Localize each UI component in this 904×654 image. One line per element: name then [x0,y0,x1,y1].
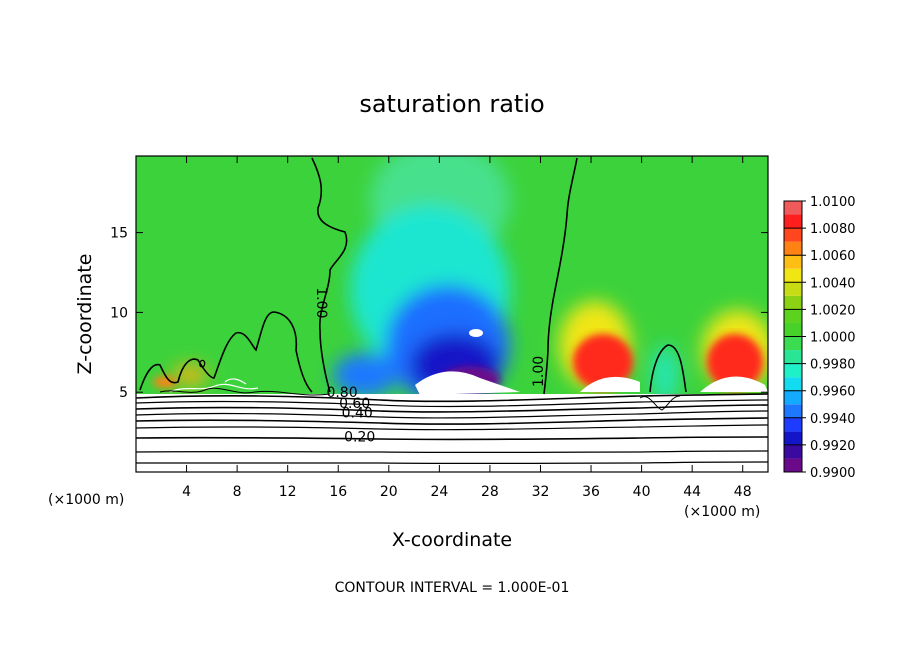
field-red-mid [573,334,633,390]
colorbar-swatch [784,322,802,337]
y-axis-label: Z-coordinate [74,254,96,375]
field-cyan-gap [651,345,679,405]
contour-0.5 [136,417,768,425]
x-tick-label: 40 [633,484,651,500]
contour-0.3 [136,436,768,441]
y-tick-label: 10 [110,305,128,321]
field-orange-left [172,365,208,385]
white-contour-2 [224,378,247,385]
contour-0.6 [136,410,768,419]
contour-label: 1.00 [313,287,329,318]
x-tick-label: 36 [582,484,600,500]
contour-lines-lower [136,393,768,465]
x-tick-label: 44 [683,484,701,500]
y-tick-label: 5 [119,385,128,401]
colorbar-swatch [784,309,802,323]
x-axis-label: X-coordinate [392,529,512,551]
x-tick-label: 8 [233,484,242,500]
colorbar-swatch [784,214,802,229]
colorbar-swatch [784,201,802,215]
colorbar-swatch [784,404,802,418]
contour-0.9 [136,393,768,403]
x-tick-label: 28 [481,484,499,500]
contour-0.4 [136,424,768,431]
colorbar-swatch [784,268,802,283]
field-white-mid [580,376,640,392]
near-surface-black-contours [159,387,681,411]
field-red-right [707,334,763,390]
black-contour-near-1 [159,387,331,396]
contour-1.00-cell [199,359,206,368]
x-axis-ticks: 4 8 12 16 20 24 28 32 36 40 44 48 [182,156,752,500]
contour-label: 1.00 [531,356,547,387]
colorbar-tick-label: 1.0000 [810,331,856,346]
contour-label: 0.60 [339,396,370,412]
colorbar-swatch [784,255,802,269]
colorbar-tick-label: 1.0040 [810,276,856,291]
contour-label: 0.40 [342,406,373,422]
colorbar-swatch [784,390,802,405]
colorbar-swatch [784,350,802,364]
x-tick-label: 48 [734,484,752,500]
x-tick-label: 12 [279,484,297,500]
contour-0.8 [136,399,768,408]
contour-label: 0.80 [326,385,357,401]
colorbar-swatch [784,336,802,351]
colorbar-tick-label: 0.9980 [810,358,856,373]
contour-1.00-left [311,157,348,393]
x-tick-label: 16 [329,484,347,500]
x-tick-label: 24 [430,484,448,500]
field-lower-layer [136,394,768,472]
contour-1.00-hill-40km [649,344,687,393]
x-tick-label: 20 [380,484,398,500]
colorbar-swatch [784,417,802,432]
colorbar-tick-label: 0.9920 [810,439,856,454]
x-tick-label: 32 [532,484,550,500]
contour-labels: 1.00 1.00 0.800.600.40 0.20 [313,287,547,445]
colorbar-tick-label: 1.0100 [810,195,856,210]
colorbar-swatch [784,444,802,459]
colorbar-tick-label: 0.9900 [810,466,856,481]
x-unit-label: (×1000 m) [684,504,760,520]
y-axis-ticks: 5 10 15 [110,226,768,401]
contour-1.00-right [543,157,578,395]
contour-lines-1.00 [139,157,687,395]
contour-0.2 [136,450,768,454]
near-surface-contours [169,378,259,393]
field-white-blob [469,329,483,337]
colorbar-tick-label: 1.0060 [810,249,856,264]
contour-0.7 [136,404,768,413]
field-blue-left [333,353,397,397]
y-tick-label: 15 [110,226,128,242]
contour-interval-text: CONTOUR INTERVAL = 1.000E-01 [335,580,570,596]
colorbar-swatch [784,228,802,242]
colorbar-tick-label: 0.9940 [810,412,856,427]
z-unit-label: (×1000 m) [48,492,124,508]
colorbar-tick-label: 1.0080 [810,222,856,237]
colorbar-swatch [784,377,802,391]
colorbar-swatch [784,295,802,310]
field-white-right [700,376,768,392]
contour-1.00-left-hills [139,311,313,393]
saturation-field [136,156,768,472]
colorbar-tick-label: 0.9960 [810,385,856,400]
plot-frame [135,155,769,473]
chart-title: saturation ratio [359,90,544,118]
colorbar-swatch [784,241,802,256]
x-tick-label: 4 [182,484,191,500]
field-white-center [415,371,520,395]
black-contour-near-2 [639,395,681,411]
colorbar-tick-label: 1.0020 [810,303,856,318]
colorbar-swatch [784,431,802,445]
colorbar-swatch [784,282,802,296]
colorbar: 0.9900 0.9920 0.9940 0.9960 0.9980 1.0000 1.00… [783,195,856,481]
contour-label: 0.20 [344,430,375,446]
colorbar-swatch [784,458,802,472]
colorbar-swatch [784,363,802,378]
white-contour-1 [169,383,259,393]
field-orange-left-2 [153,376,177,388]
contour-0.1 [136,461,768,465]
